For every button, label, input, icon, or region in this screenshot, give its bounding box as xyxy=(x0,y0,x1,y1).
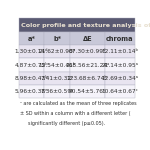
Text: 87.30±0.99ᵈ: 87.30±0.99ᵈ xyxy=(69,49,106,54)
Bar xyxy=(70,45,105,58)
Bar xyxy=(105,85,135,98)
Bar xyxy=(70,85,105,98)
Bar xyxy=(44,32,70,45)
Text: 1.30±0.14ᵈ: 1.30±0.14ᵈ xyxy=(15,49,48,54)
Text: Color profile and texture analysis of cookies¹: Color profile and texture analysis of co… xyxy=(21,22,150,28)
Bar xyxy=(44,45,70,58)
Text: 7.41±0.32ᶜ: 7.41±0.32ᶜ xyxy=(40,76,74,81)
Text: 5.96±0.38ᶜ: 5.96±0.38ᶜ xyxy=(15,89,48,94)
Text: 123.68±6.74ᵇ: 123.68±6.74ᵇ xyxy=(67,76,108,81)
Text: significantly different (p≤0.05).: significantly different (p≤0.05). xyxy=(28,121,105,126)
Text: chroma: chroma xyxy=(106,36,134,42)
Text: 8.98±0.43ᵇ: 8.98±0.43ᵇ xyxy=(15,76,48,81)
Bar xyxy=(44,85,70,98)
Bar xyxy=(44,72,70,85)
Text: b*: b* xyxy=(53,36,61,42)
Bar xyxy=(105,32,135,45)
Text: ΔE: ΔE xyxy=(82,36,92,42)
Text: 12.11±0.14ᵇ: 12.11±0.14ᵇ xyxy=(101,49,138,54)
Text: 4.87±0.75ᵇ: 4.87±0.75ᵇ xyxy=(15,63,48,68)
Bar xyxy=(19,58,44,72)
Bar xyxy=(105,58,135,72)
Bar xyxy=(70,58,105,72)
Bar xyxy=(19,45,44,58)
Text: 268.56±21.24ᵃ: 268.56±21.24ᵃ xyxy=(65,63,110,68)
Bar xyxy=(70,72,105,85)
Bar xyxy=(44,58,70,72)
Bar xyxy=(19,85,44,98)
Bar xyxy=(105,72,135,85)
Text: 12.69±0.34ᵃ: 12.69±0.34ᵃ xyxy=(101,76,138,81)
Text: 12.54±0.41ᵇ: 12.54±0.41ᵇ xyxy=(39,63,76,68)
Text: 10.64±0.67ᶜ: 10.64±0.67ᶜ xyxy=(102,89,138,94)
Bar xyxy=(105,45,135,58)
Bar xyxy=(19,32,44,45)
Text: ¹ are calculated as the mean of three replicates: ¹ are calculated as the mean of three re… xyxy=(20,101,136,106)
Bar xyxy=(19,72,44,85)
Text: 21.14±0.95ᵃ: 21.14±0.95ᵃ xyxy=(101,63,138,68)
Text: 7.36±0.59ᶜ: 7.36±0.59ᶜ xyxy=(40,89,74,94)
Bar xyxy=(70,32,105,45)
Bar xyxy=(19,18,135,32)
Text: 90.54±5.76ᶜ: 90.54±5.76ᶜ xyxy=(69,89,106,94)
Text: a*: a* xyxy=(28,36,36,42)
Text: ± SD within a column with a different letter (: ± SD within a column with a different le… xyxy=(20,111,130,116)
Text: 21.62±0.90ᵃ: 21.62±0.90ᵃ xyxy=(39,49,76,54)
